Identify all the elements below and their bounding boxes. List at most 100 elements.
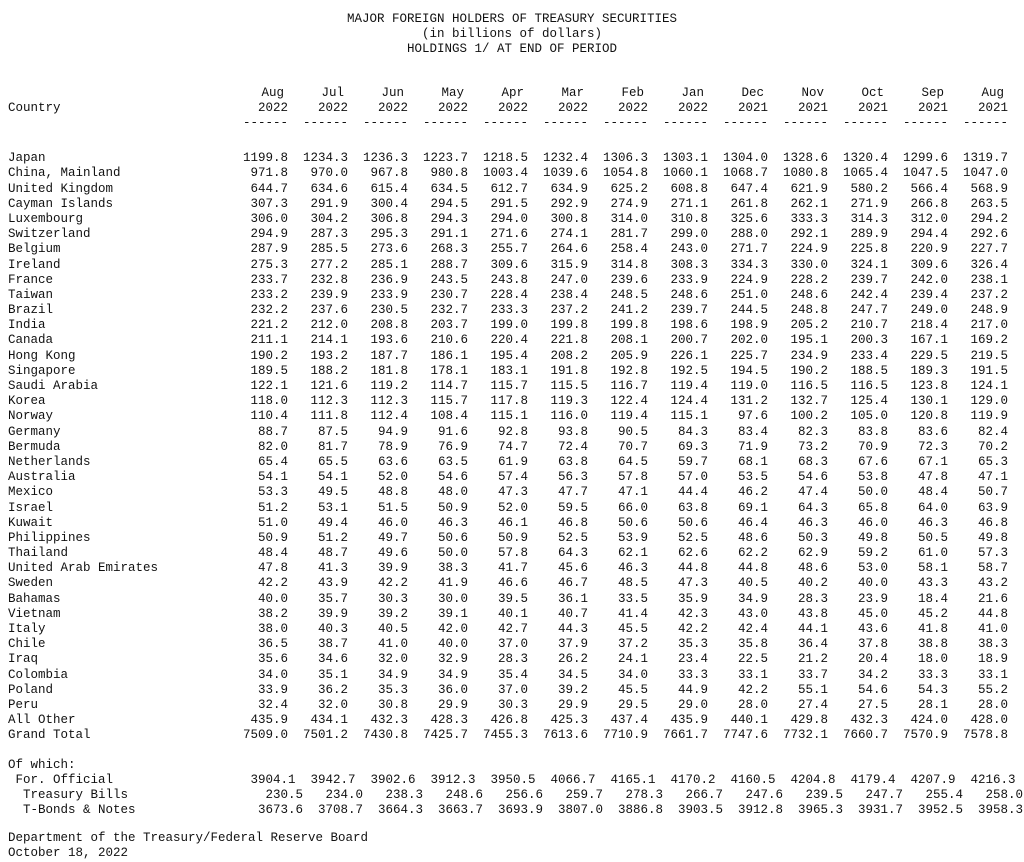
value-cell: 248.6 <box>670 287 708 302</box>
value-cell: 114.7 <box>430 379 468 394</box>
value-cell: 116.5 <box>850 379 888 394</box>
table-row: Bermuda 82.0 81.7 78.9 76.9 74.7 72.4 70.7 69.3 7… <box>8 440 1024 455</box>
document-footer: Department of the Treasury/Federal Reser… <box>8 831 1024 861</box>
value-cell: 238.3 <box>385 787 423 802</box>
value-cell: 425.3 <box>550 713 588 728</box>
value-cell: 53.9 <box>617 530 648 545</box>
value-cell: 119.9 <box>970 409 1008 424</box>
value-cell: 243.8 <box>490 272 528 287</box>
value-cell: 65.4 <box>257 454 288 469</box>
value-cell: 314.0 <box>610 211 648 226</box>
value-cell: 195.1 <box>790 333 828 348</box>
value-cell: 199.0 <box>490 318 528 333</box>
value-cell: 3958.3 <box>977 803 1023 818</box>
value-cell: 615.4 <box>370 181 408 196</box>
value-cell: 88.7 <box>257 424 288 439</box>
value-cell: 625.2 <box>610 181 648 196</box>
value-cell: 28.0 <box>737 697 768 712</box>
table-row: Hong Kong 190.2 193.2 187.7 186.1 195.4 208.2 2… <box>8 349 1024 364</box>
value-cell: 53.8 <box>857 470 888 485</box>
value-cell: 43.6 <box>857 622 888 637</box>
column-header-jan-2022: Jan 2022 ------ <box>648 86 708 132</box>
value-cell: 35.7 <box>317 591 348 606</box>
table-row: India 221.2 212.0 208.8 203.7 199.0 199.8 199.8… <box>8 318 1024 333</box>
value-cell: 229.5 <box>910 348 948 363</box>
value-cell: 289.9 <box>850 227 888 242</box>
row-label: Vietnam <box>8 606 61 621</box>
value-cell: 115.7 <box>430 394 468 409</box>
column-month-label: Jun <box>381 85 404 100</box>
value-cell: 612.7 <box>490 181 528 196</box>
table-row: United Kingdom 644.7 634.6 615.4 634.5 612.7 6… <box>8 182 1024 197</box>
value-cell: 300.4 <box>370 196 408 211</box>
value-cell: 275.3 <box>250 257 288 272</box>
value-cell: 3912.3 <box>430 772 476 787</box>
value-cell: 264.6 <box>550 242 588 257</box>
value-cell: 255.7 <box>490 242 528 257</box>
value-cell: 33.1 <box>977 667 1008 682</box>
value-cell: 44.8 <box>737 561 768 576</box>
value-cell: 125.4 <box>850 394 888 409</box>
value-cell: 82.0 <box>257 439 288 454</box>
value-cell: 226.1 <box>670 348 708 363</box>
value-cell: 30.3 <box>377 591 408 606</box>
value-cell: 121.6 <box>310 379 348 394</box>
value-cell: 3708.7 <box>317 803 363 818</box>
value-cell: 71.9 <box>737 439 768 454</box>
value-cell: 52.5 <box>557 530 588 545</box>
value-cell: 130.1 <box>910 394 948 409</box>
value-cell: 299.0 <box>670 227 708 242</box>
table-row: Italy 38.0 40.3 40.5 42.0 42.7 44.3 45.5 42.2 42.… <box>8 622 1024 637</box>
column-year-label: 2021 <box>917 100 948 115</box>
column-year-label: 2021 <box>797 100 828 115</box>
value-cell: 59.2 <box>857 546 888 561</box>
value-cell: 3664.3 <box>377 803 423 818</box>
row-label: Japan <box>8 151 46 166</box>
value-cell: 94.9 <box>377 424 408 439</box>
value-cell: 32.0 <box>317 697 348 712</box>
value-cell: 42.3 <box>677 606 708 621</box>
value-cell: 67.1 <box>917 454 948 469</box>
value-cell: 119.0 <box>730 379 768 394</box>
column-underline: ------ <box>422 116 468 131</box>
value-cell: 28.1 <box>917 697 948 712</box>
value-cell: 91.6 <box>437 424 468 439</box>
value-cell: 1328.6 <box>782 151 828 166</box>
value-cell: 198.6 <box>670 318 708 333</box>
value-cell: 64.0 <box>917 500 948 515</box>
column-underline: ------ <box>542 116 588 131</box>
value-cell: 40.5 <box>377 622 408 637</box>
value-cell: 20.4 <box>857 652 888 667</box>
value-cell: 241.2 <box>610 303 648 318</box>
value-cell: 3673.6 <box>257 803 303 818</box>
value-cell: 7430.8 <box>362 728 408 743</box>
value-cell: 274.1 <box>550 227 588 242</box>
value-cell: 7570.9 <box>902 728 948 743</box>
value-cell: 24.1 <box>617 652 648 667</box>
value-cell: 39.1 <box>437 606 468 621</box>
value-cell: 46.6 <box>497 576 528 591</box>
value-cell: 634.9 <box>550 181 588 196</box>
value-cell: 119.4 <box>610 409 648 424</box>
value-cell: 37.8 <box>857 637 888 652</box>
value-cell: 202.0 <box>730 333 768 348</box>
column-underline: ------ <box>842 116 888 131</box>
value-cell: 28.3 <box>497 652 528 667</box>
column-year-label: 2021 <box>977 100 1008 115</box>
value-cell: 440.1 <box>730 713 768 728</box>
value-cell: 30.3 <box>497 697 528 712</box>
value-cell: 434.1 <box>310 713 348 728</box>
value-cell: 200.3 <box>850 333 888 348</box>
value-cell: 1080.8 <box>782 166 828 181</box>
value-cell: 1068.7 <box>722 166 768 181</box>
column-year-label: 2022 <box>617 100 648 115</box>
value-cell: 59.5 <box>557 500 588 515</box>
value-cell: 122.1 <box>250 379 288 394</box>
value-cell: 129.0 <box>970 394 1008 409</box>
value-cell: 3693.9 <box>497 803 543 818</box>
value-cell: 70.9 <box>857 439 888 454</box>
value-cell: 1234.3 <box>302 151 348 166</box>
column-header-dec-2021: Dec 2021 ------ <box>708 86 768 132</box>
column-underline: ------ <box>722 116 768 131</box>
value-cell: 37.0 <box>497 637 528 652</box>
